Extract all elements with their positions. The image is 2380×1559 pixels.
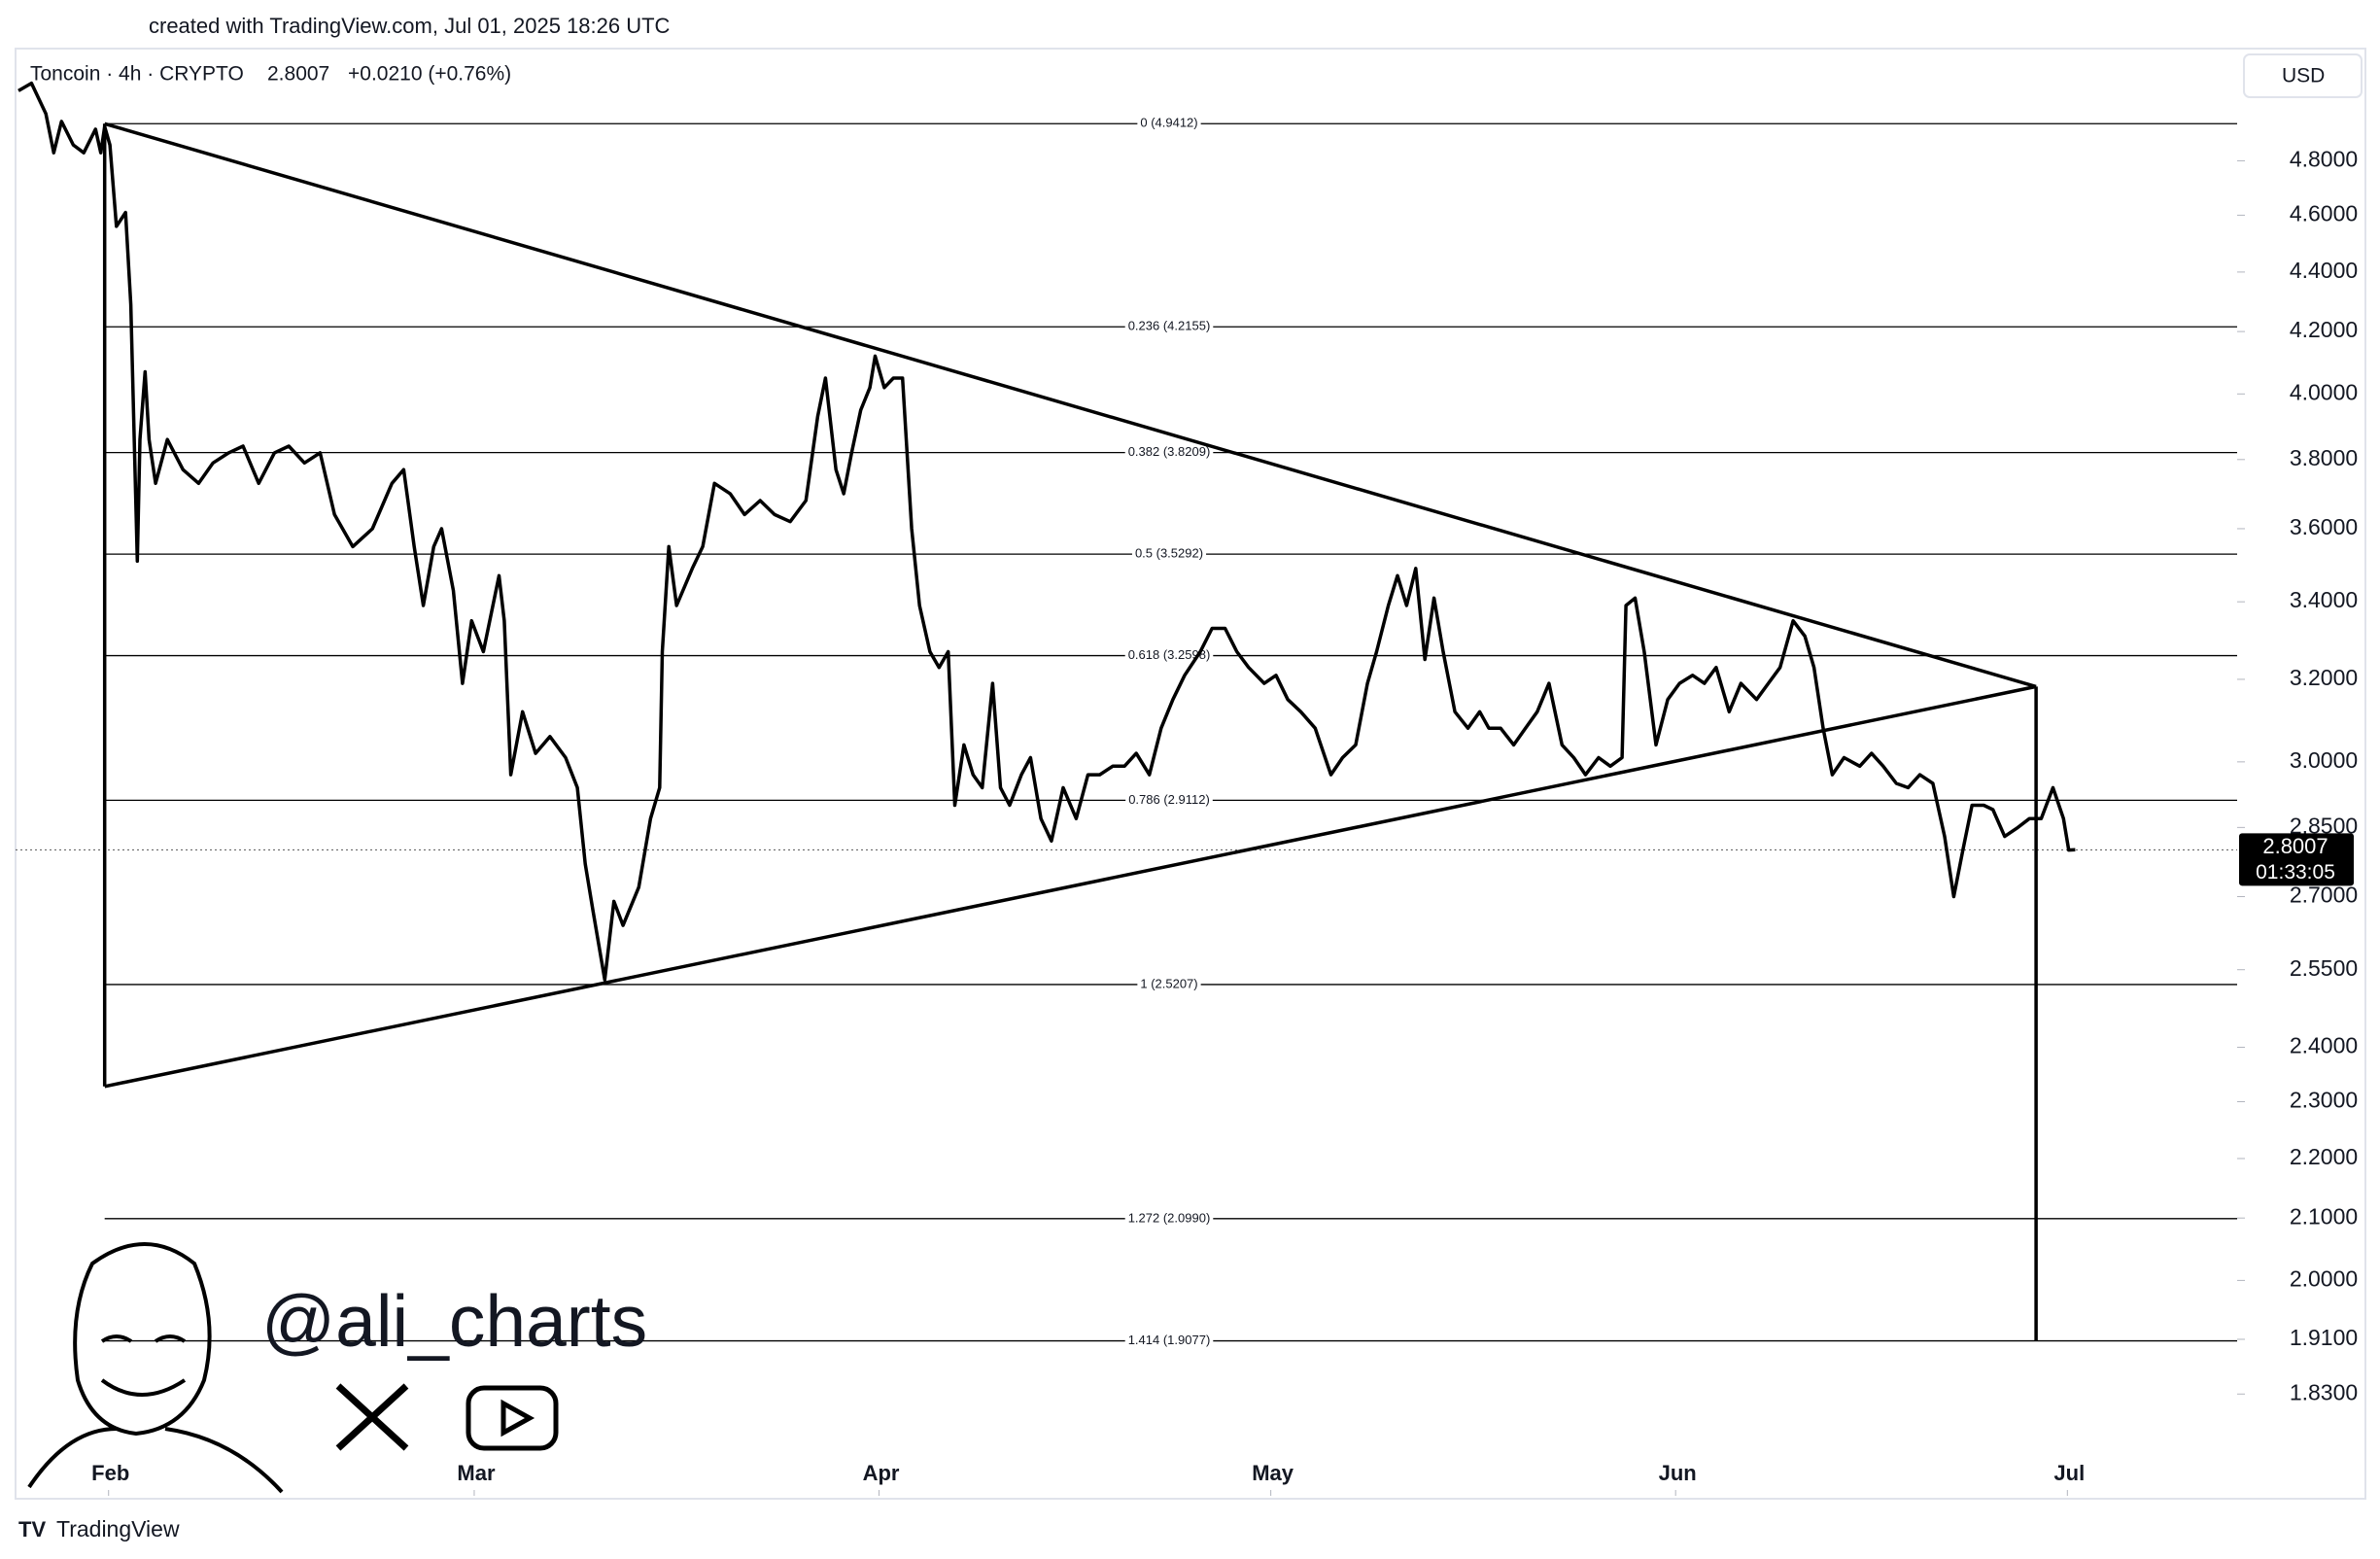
currency[interactable]: USD (2282, 65, 2325, 87)
y-tick-label: 4.0000 (2290, 379, 2358, 404)
fib-label: 0 (4.9412) (1140, 116, 1197, 130)
fib-label-bg (1137, 975, 1201, 992)
y-tick-label: 3.0000 (2290, 747, 2358, 773)
y-tick-label: 1.8300 (2290, 1379, 2358, 1404)
countdown: 01:33:05 (2256, 861, 2335, 883)
symbol: Toncoin · 4h · CRYPTO (30, 63, 244, 86)
price-change: +0.0210 (+0.76%) (348, 63, 511, 86)
y-tick-label: 4.2000 (2290, 317, 2358, 342)
youtube-play[interactable] (500, 1399, 535, 1438)
x-tick-label: Jul (2053, 1461, 2085, 1485)
x-tick-label: Jun (1659, 1461, 1697, 1485)
y-tick-label: 2.2000 (2290, 1144, 2358, 1169)
fib-label: 1 (2.5207) (1140, 976, 1197, 990)
fib-label: 1.414 (1.9077) (1128, 1333, 1211, 1347)
youtube-frame[interactable] (466, 1385, 559, 1451)
fib-label: 0.382 (3.8209) (1128, 444, 1211, 459)
fib-label-bg (1124, 1331, 1214, 1348)
avatar-shoulders (27, 1427, 284, 1494)
y-tick-label: 3.2000 (2290, 665, 2358, 690)
fib-label: 0.618 (3.2598) (1128, 647, 1211, 662)
fib-label-bg (1124, 317, 1214, 334)
last-price-box (2239, 833, 2354, 886)
y-tick-label: 2.0000 (2290, 1265, 2358, 1291)
trendline (104, 684, 2037, 1089)
x-icon-glyph[interactable] (335, 1383, 409, 1451)
fib-label-bg (1131, 544, 1207, 562)
watermark: @ali_charts (261, 1280, 647, 1362)
y-tick-label: 3.4000 (2290, 587, 2358, 612)
fib-label-bg (1137, 114, 1201, 131)
avatar-head (73, 1242, 212, 1437)
fib-label-bg (1124, 646, 1214, 664)
fib-label: 0.5 (3.5292) (1135, 546, 1203, 561)
y-tick-label: 2.4000 (2290, 1033, 2358, 1058)
y-tick-label: 1.9100 (2290, 1325, 2358, 1350)
last-price-label: 2.8007 (2262, 834, 2328, 858)
y-tick-label: 3.6000 (2290, 514, 2358, 539)
y-tick-label: 2.1000 (2290, 1203, 2358, 1229)
y-tick-label: 2.3000 (2290, 1088, 2358, 1113)
x-tick-label: Apr (863, 1461, 900, 1485)
fib-label: 0.236 (4.2155) (1128, 319, 1211, 333)
plot: 4.8000 4.6000 4.4000 4.2000 4.0000 3.8000 3.60… (16, 81, 2358, 1496)
fib-label-bg (1125, 790, 1213, 808)
y-tick-label: 4.6000 (2290, 200, 2358, 225)
footer: TradingView (56, 1516, 180, 1542)
x-tick-label: Mar (457, 1461, 496, 1485)
last-price-header: 2.8007 (267, 63, 329, 86)
y-tick-label: 4.8000 (2290, 146, 2358, 171)
created-note: created with TradingView.com, Jul 01, 20… (149, 14, 671, 38)
currency-box[interactable] (2243, 53, 2363, 98)
x-tick-label: May (1252, 1461, 1294, 1485)
x-icon[interactable] (335, 1383, 409, 1451)
y-tick-label: 2.5500 (2290, 955, 2358, 981)
footer-logo: TV (18, 1517, 46, 1542)
fib-label: 1.272 (2.0990) (1128, 1210, 1211, 1225)
youtube-icon[interactable] (466, 1385, 559, 1451)
y-tick-label: 3.8000 (2290, 445, 2358, 470)
fib-label-bg (1124, 1209, 1214, 1227)
price-line (17, 81, 2076, 982)
avatar-face (100, 1334, 187, 1397)
chart-frame (15, 48, 2366, 1500)
avatar (27, 1242, 284, 1494)
y-tick-label: 2.7000 (2290, 883, 2358, 908)
fib-label: 0.786 (2.9112) (1128, 792, 1210, 807)
trendline (104, 121, 2037, 689)
y-tick-label: 4.4000 (2290, 258, 2358, 283)
fib-label-bg (1124, 443, 1214, 461)
x-tick-label: Feb (91, 1461, 129, 1485)
